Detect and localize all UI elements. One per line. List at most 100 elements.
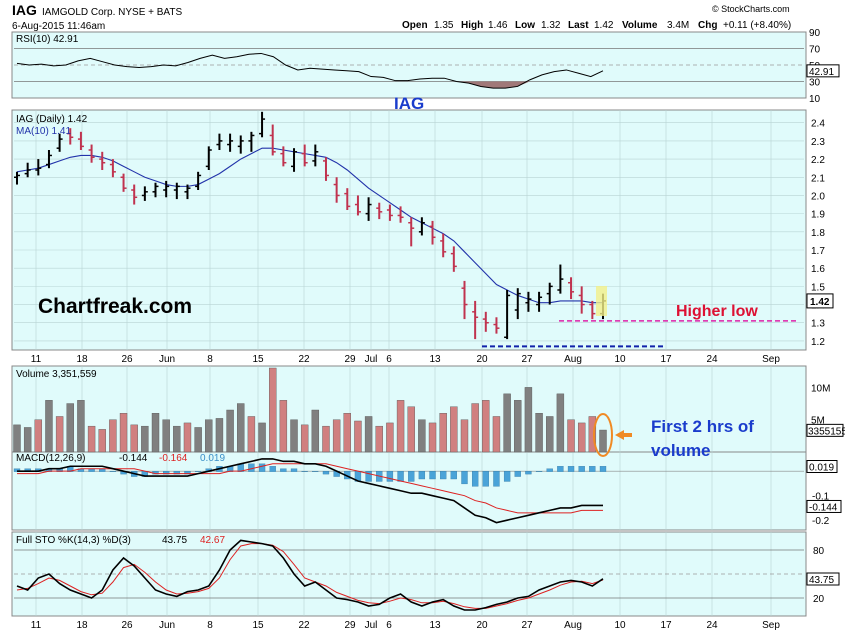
price-bar bbox=[333, 177, 340, 203]
x-tick-label: Jul bbox=[365, 620, 378, 631]
volume-label: Volume bbox=[622, 20, 658, 31]
x-tick-label: 29 bbox=[344, 354, 356, 365]
price-bar bbox=[482, 311, 489, 332]
macd-hist-bar bbox=[450, 471, 457, 480]
x-tick-label: 10 bbox=[614, 620, 626, 631]
high-value: 1.46 bbox=[488, 20, 508, 31]
volume-bar bbox=[300, 424, 309, 453]
x-tick-label: 6 bbox=[386, 354, 392, 365]
price-y-tick: 2.1 bbox=[811, 173, 825, 184]
iag-watermark: IAG bbox=[394, 94, 424, 113]
price-bar bbox=[440, 233, 447, 258]
volume-bar bbox=[34, 419, 43, 453]
volume-bar bbox=[428, 422, 437, 453]
volume-bar bbox=[109, 419, 117, 453]
higher-low-label: Higher low bbox=[676, 303, 758, 320]
macd-hist-bar bbox=[365, 471, 372, 482]
volume-bar bbox=[173, 425, 181, 453]
volume-bar bbox=[269, 367, 277, 453]
volume-bar bbox=[418, 419, 426, 453]
chartfreak-label: Chartfreak.com bbox=[38, 295, 192, 318]
ma-line bbox=[16, 147, 603, 304]
brand-label: © StockCharts.com bbox=[712, 4, 790, 14]
macd-hist-box bbox=[806, 460, 838, 474]
volume-bar bbox=[311, 409, 320, 453]
volume-bar bbox=[66, 403, 74, 453]
volume-plot bbox=[13, 367, 607, 453]
price-bar bbox=[14, 171, 20, 185]
volume-bar bbox=[439, 413, 447, 453]
macd-hist-bar bbox=[461, 471, 468, 485]
price-bar bbox=[386, 204, 393, 221]
price-bar bbox=[546, 282, 553, 305]
quote-date: 6-Aug-2015 11:46am bbox=[12, 21, 105, 32]
macd-hist-bar bbox=[258, 463, 266, 472]
macd-hist-bar bbox=[386, 471, 394, 482]
ticker-symbol: IAG bbox=[12, 2, 37, 18]
sto-title-label: Full STO %K(14,3) %D(3) bbox=[16, 535, 131, 546]
price-bar bbox=[280, 146, 287, 167]
volume-bar bbox=[354, 420, 362, 453]
price-bar bbox=[227, 133, 234, 152]
x-tick-label: 18 bbox=[76, 354, 88, 365]
macd-hist-bar bbox=[578, 466, 585, 472]
rsi-current-box bbox=[806, 64, 840, 78]
volume-bar bbox=[77, 400, 85, 453]
volume-bar bbox=[407, 406, 415, 453]
price-y-tick: 2.4 bbox=[811, 119, 825, 130]
price-bar bbox=[152, 182, 159, 198]
price-bar bbox=[397, 206, 404, 223]
x-tick-label: 18 bbox=[76, 620, 88, 631]
price-bar bbox=[536, 291, 543, 312]
volume-bar bbox=[503, 393, 511, 453]
price-bar bbox=[429, 220, 436, 245]
price-bar bbox=[504, 290, 511, 340]
volume-y-tick: 10M bbox=[811, 383, 830, 394]
volume-bar bbox=[141, 425, 149, 453]
macd-hist-bar bbox=[482, 471, 489, 487]
volume-highlight-circle bbox=[593, 413, 613, 457]
price-bar bbox=[35, 159, 42, 176]
price-title: IAG (Daily) 1.42 bbox=[16, 114, 88, 125]
rsi-y-tick: 10 bbox=[809, 94, 821, 105]
macd-y-tick: -0.1 bbox=[812, 492, 830, 503]
volume-bar bbox=[215, 418, 224, 453]
volume-bar bbox=[524, 387, 533, 453]
volume-bar bbox=[546, 416, 554, 453]
x-tick-label: Sep bbox=[762, 620, 780, 631]
macd-current-box bbox=[806, 499, 842, 513]
x-tick-label: 11 bbox=[31, 354, 42, 365]
price-bar bbox=[312, 144, 319, 167]
sto-current-box bbox=[806, 572, 840, 586]
rsi-title: RSI(10) 42.91 bbox=[16, 34, 79, 45]
price-bar bbox=[461, 280, 468, 320]
price-y-tick: 1.2 bbox=[811, 337, 825, 348]
macd-hist-bar bbox=[290, 468, 298, 472]
price-bar bbox=[77, 131, 84, 150]
x-tick-label: 20 bbox=[476, 620, 488, 631]
chart-header: IAG IAMGOLD Corp. NYSE + BATS 6-Aug-2015… bbox=[12, 2, 791, 32]
macd-plot bbox=[13, 458, 804, 524]
price-bar bbox=[472, 300, 479, 340]
price-bar bbox=[514, 288, 521, 320]
price-bar bbox=[525, 291, 532, 312]
macd-y-tick: -0.2 bbox=[812, 516, 830, 527]
rsi-y-tick: 70 bbox=[809, 45, 821, 56]
price-bar bbox=[120, 173, 127, 192]
volume-bar bbox=[237, 403, 245, 453]
price-bar bbox=[131, 184, 138, 205]
volume-bar bbox=[577, 422, 586, 453]
price-y-tick: 2.3 bbox=[811, 137, 825, 148]
price-y-tick: 2.0 bbox=[811, 191, 825, 202]
rsi-line bbox=[16, 52, 604, 89]
last-value: 1.42 bbox=[594, 20, 614, 31]
macd-hist-bar bbox=[194, 471, 202, 472]
sto-k-value: 43.75 bbox=[162, 535, 187, 546]
price-bar bbox=[269, 124, 276, 156]
low-value: 1.32 bbox=[541, 20, 561, 31]
volume-bar bbox=[87, 425, 96, 453]
macd-hist-bar bbox=[503, 471, 511, 482]
volume-bar bbox=[599, 429, 607, 453]
price-bar bbox=[99, 151, 106, 170]
volume-bar bbox=[471, 403, 479, 453]
